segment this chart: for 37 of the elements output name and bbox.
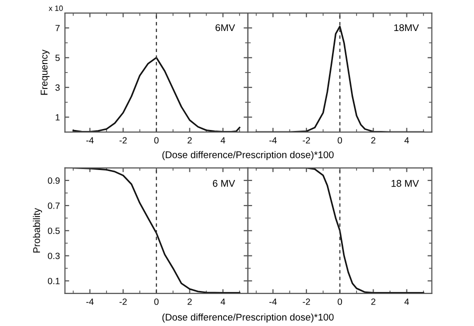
annotation: 6MV <box>216 24 236 32</box>
annotation: 6 MV <box>212 180 236 187</box>
y-tick-label: 5 <box>55 54 60 62</box>
x-tick-label: 2 <box>188 298 192 305</box>
x-tick-label: 4 <box>404 137 409 144</box>
x-tick-label: 4 <box>404 298 409 305</box>
x-tick-label: -2 <box>120 298 127 305</box>
x-tick-label: 0 <box>338 137 342 144</box>
x-tick-label: 2 <box>371 137 376 144</box>
annotation: 18MV <box>394 24 419 32</box>
x-tick-label: -4 <box>86 137 94 144</box>
y-tick-label: 0.7 <box>48 202 60 209</box>
x-tick-label: -4 <box>86 298 94 305</box>
x-tick-label: -4 <box>269 298 277 305</box>
x-tick-label: 4 <box>220 298 226 305</box>
x-tick-label: -2 <box>120 137 127 144</box>
y-tick-label: 7 <box>56 24 60 32</box>
y-tick-label: 0.1 <box>48 278 60 284</box>
annotation: 18 MV <box>392 180 419 187</box>
x-tick-label: 4 <box>220 137 226 144</box>
y-axis-title: Frequency <box>40 50 50 95</box>
y-tick-label: 0.3 <box>48 252 60 260</box>
x-tick-label: -4 <box>269 137 277 144</box>
y-tick-label: 1 <box>56 114 60 120</box>
x-tick-label: 0 <box>338 298 342 305</box>
x-tick-label: 0 <box>154 298 159 305</box>
x-tick-label: -2 <box>302 137 310 144</box>
y-tick-label: 3 <box>55 84 60 91</box>
x-axis-title: (Dose difference/Prescription dose)*100 <box>162 313 334 323</box>
x-tick-label: 2 <box>188 137 192 144</box>
x-axis-title: (Dose difference/Prescription dose)*100 <box>162 151 334 160</box>
x-tick-label: -2 <box>302 298 310 305</box>
x-tick-label: 2 <box>371 298 376 305</box>
x-tick-label: 0 <box>154 137 159 144</box>
y-tick-label: 0.9 <box>48 177 60 184</box>
y-tick-label: 0.5 <box>48 228 60 234</box>
y-axis-title: Probability <box>32 208 42 253</box>
